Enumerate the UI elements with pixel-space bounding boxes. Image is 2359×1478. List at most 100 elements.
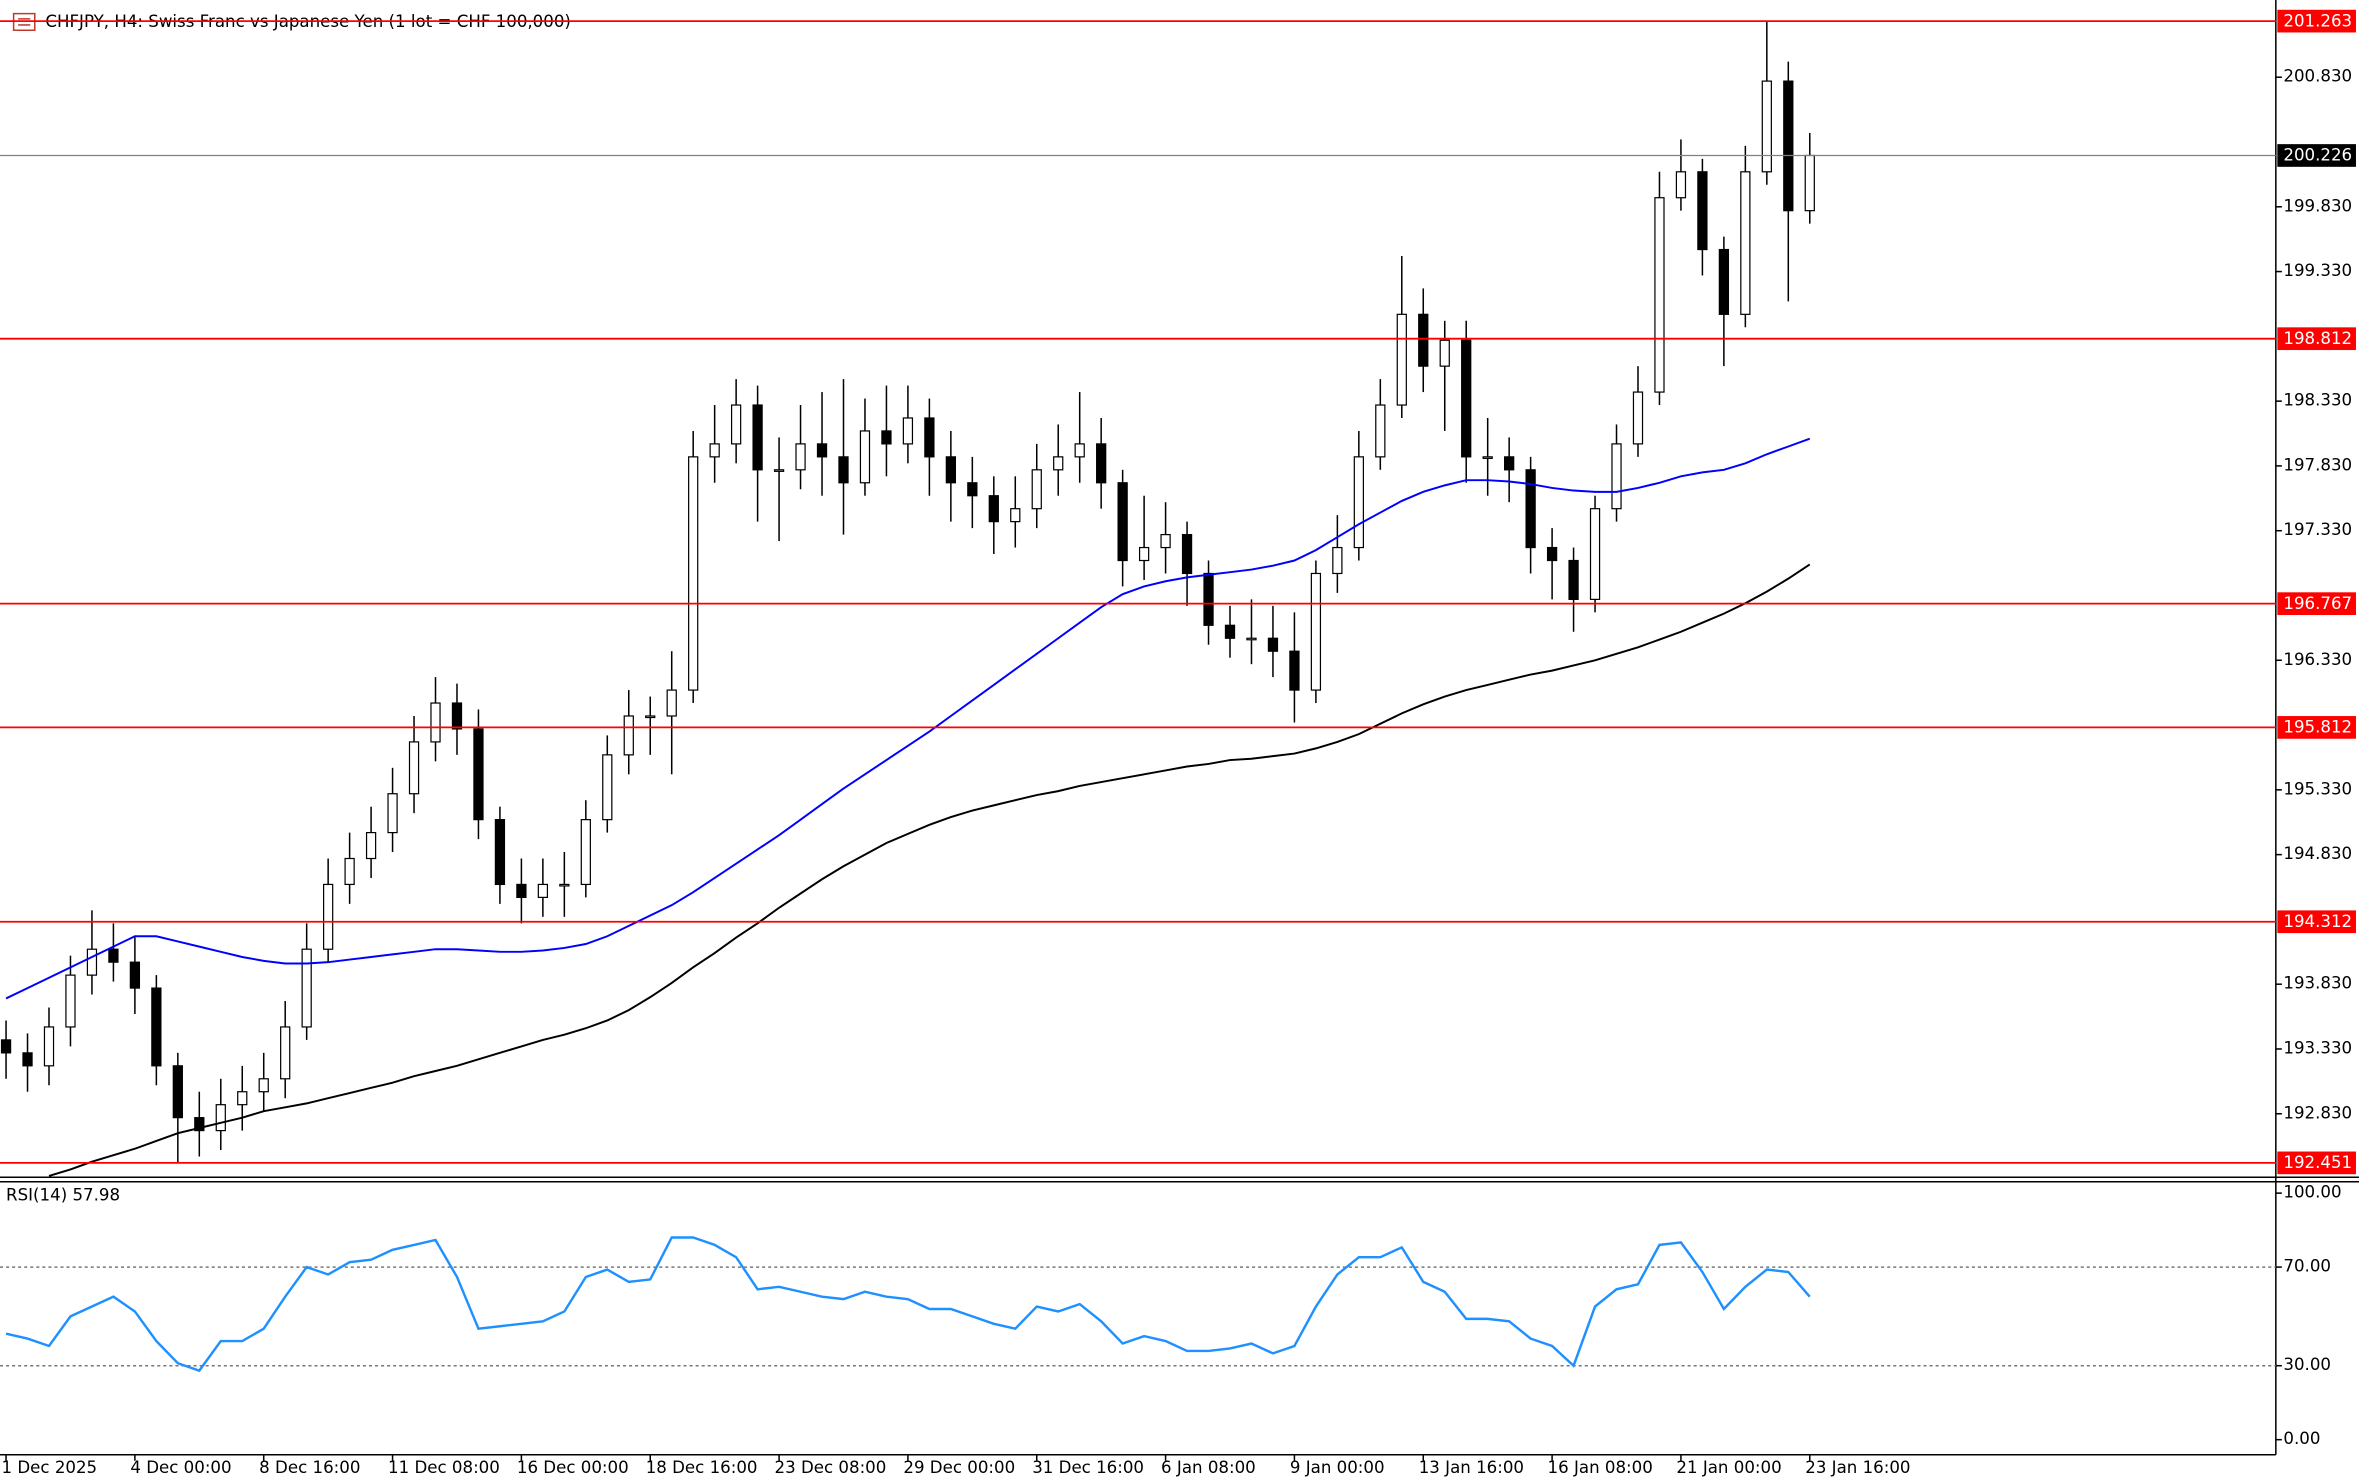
candle-body xyxy=(1289,650,1300,691)
candle-body xyxy=(1546,546,1558,562)
candle-body xyxy=(473,728,484,821)
candle-body xyxy=(623,715,634,756)
level-label-box xyxy=(2277,327,2356,351)
candle-body xyxy=(1697,171,1708,251)
candle-body xyxy=(730,404,742,445)
current-price-label: 200.226 xyxy=(2283,146,2352,165)
candle-body xyxy=(1568,559,1579,600)
level-label: 195.812 xyxy=(2283,718,2352,737)
candle-body xyxy=(945,456,957,484)
candle-body xyxy=(129,961,141,989)
level-label-box xyxy=(2277,1151,2356,1175)
candle-body xyxy=(1267,637,1279,652)
y-tick-label: 196.330 xyxy=(2283,650,2352,669)
level-label: 198.812 xyxy=(2283,329,2352,348)
candle-body xyxy=(1224,624,1236,639)
level-label: 196.767 xyxy=(2283,594,2352,613)
candle-body xyxy=(752,404,763,471)
y-tick-label: 194.830 xyxy=(2283,844,2352,863)
candle-body xyxy=(838,456,849,484)
candle-body xyxy=(1740,171,1751,315)
level-label-box xyxy=(2277,9,2356,33)
candle-body xyxy=(1718,248,1730,315)
x-tick-label: 6 Jan 08:00 xyxy=(1161,1458,1256,1477)
x-tick-label: 13 Jan 16:00 xyxy=(1419,1458,1524,1477)
candle-body xyxy=(1461,339,1472,458)
candle-body xyxy=(86,948,98,976)
level-label-box xyxy=(2277,716,2356,739)
y-tick-label: 193.330 xyxy=(2283,1038,2352,1057)
candle-body xyxy=(1525,469,1536,549)
candle-body xyxy=(1418,313,1429,367)
candle-body xyxy=(151,987,162,1067)
y-tick-label: 200.830 xyxy=(2283,67,2352,86)
candle-body xyxy=(344,857,355,886)
candle-body xyxy=(666,689,677,717)
x-tick-label: 16 Dec 00:00 xyxy=(517,1458,629,1477)
candle-body xyxy=(1654,197,1665,393)
candle-body xyxy=(1031,469,1042,510)
level-label: 192.451 xyxy=(2283,1153,2352,1172)
candle-body xyxy=(1632,391,1644,445)
x-tick-label: 23 Jan 16:00 xyxy=(1805,1458,1910,1477)
candle-body xyxy=(1482,456,1493,459)
candle-body xyxy=(301,948,312,1028)
candle-body xyxy=(988,495,999,523)
candle-body xyxy=(1504,456,1515,471)
candle-body xyxy=(43,1026,55,1067)
candle-body xyxy=(709,443,720,458)
x-tick-label: 8 Dec 16:00 xyxy=(259,1458,360,1477)
candle-body xyxy=(967,482,978,497)
y-tick-label: 70.00 xyxy=(2283,1257,2331,1276)
candle-body xyxy=(280,1026,291,1080)
candle-body xyxy=(1332,546,1343,575)
level-label-box xyxy=(2277,592,2356,615)
y-tick-label: 199.830 xyxy=(2283,196,2352,215)
x-tick-label: 29 Dec 00:00 xyxy=(903,1458,1015,1477)
x-tick-label: 1 Dec 2025 xyxy=(2,1458,98,1477)
candle-body xyxy=(258,1078,269,1093)
y-tick-label: 197.330 xyxy=(2283,520,2352,539)
candle-body xyxy=(1310,572,1322,691)
candle-body xyxy=(365,831,377,860)
candle-body xyxy=(602,754,613,821)
candle-body xyxy=(237,1091,248,1106)
candle-body xyxy=(516,883,527,898)
candle-body xyxy=(1783,80,1794,212)
candle-body xyxy=(645,715,656,719)
candle-body xyxy=(408,741,420,795)
candle-body xyxy=(1117,482,1128,562)
y-tick-label: 30.00 xyxy=(2283,1355,2331,1374)
rsi-line xyxy=(5,1236,1811,1373)
candle-body xyxy=(1375,404,1386,458)
x-tick-label: 16 Jan 08:00 xyxy=(1548,1458,1653,1477)
y-tick-label: 197.830 xyxy=(2283,455,2352,474)
candle-body xyxy=(1053,456,1064,471)
candle-body xyxy=(902,417,914,445)
candle-body xyxy=(924,417,935,458)
y-tick-label: 100.00 xyxy=(2283,1183,2341,1202)
candle-body xyxy=(1761,80,1772,173)
y-tick-label: 195.330 xyxy=(2283,779,2352,798)
y-tick-label: 193.830 xyxy=(2283,974,2352,993)
candle-body xyxy=(65,974,76,1028)
candle-body xyxy=(1675,171,1687,199)
candle-body xyxy=(559,883,570,887)
candle-body xyxy=(0,1039,12,1054)
candle-body xyxy=(773,469,785,472)
x-tick-label: 18 Dec 16:00 xyxy=(646,1458,758,1477)
candle-body xyxy=(1074,443,1085,458)
candle-body xyxy=(494,819,506,886)
candle-body xyxy=(387,793,398,834)
x-tick-label: 23 Dec 08:00 xyxy=(775,1458,887,1477)
candle-body xyxy=(194,1117,205,1132)
candle-body xyxy=(323,883,334,950)
candle-body xyxy=(1396,313,1407,406)
rsi-title: RSI(14) 57.98 xyxy=(6,1186,120,1205)
candle-body xyxy=(1138,546,1150,562)
candle-body xyxy=(1181,533,1193,575)
candle-body xyxy=(537,883,549,898)
level-label: 194.312 xyxy=(2283,912,2352,931)
